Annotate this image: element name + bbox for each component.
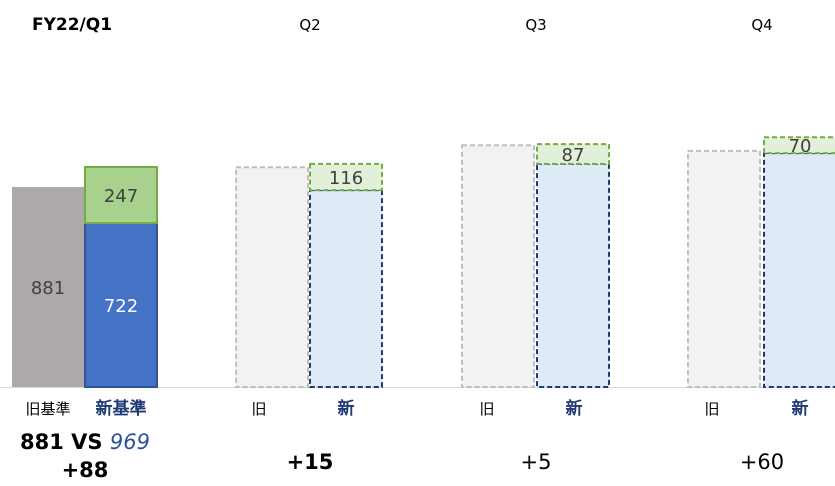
diff-label: +5 xyxy=(521,450,552,474)
data-label: 247 xyxy=(104,186,138,207)
bar-segment xyxy=(536,143,610,165)
bar-old-basis xyxy=(687,149,761,388)
group-title: Q3 xyxy=(525,16,546,34)
bar-segment xyxy=(536,162,610,388)
data-label: 70 xyxy=(789,136,812,157)
group-title: Q4 xyxy=(751,16,772,34)
bar-segment xyxy=(763,136,835,155)
category-label: 新基準 xyxy=(96,398,147,419)
category-label: 旧 xyxy=(251,400,266,418)
group-title: Q2 xyxy=(299,16,320,34)
bar-old-basis xyxy=(461,144,535,388)
comparison-text: 881 VS 969 xyxy=(20,430,150,454)
data-label: 881 xyxy=(31,278,65,299)
bar-segment xyxy=(309,162,383,192)
bar-segment xyxy=(84,222,158,388)
diff-label: +60 xyxy=(740,450,784,474)
category-label: 新 xyxy=(566,398,583,419)
category-label: 新 xyxy=(792,398,809,419)
category-label: 旧 xyxy=(704,400,719,418)
data-label: 722 xyxy=(104,296,138,317)
category-label: 旧 xyxy=(479,400,494,418)
bar-old-basis xyxy=(235,166,309,388)
bar-segment xyxy=(12,187,84,387)
data-label: 87 xyxy=(562,145,585,166)
category-label: 旧基準 xyxy=(25,400,70,418)
bar-segment xyxy=(763,152,835,388)
category-label: 新 xyxy=(338,398,355,419)
bar-segment xyxy=(309,189,383,388)
bar-segment xyxy=(84,166,158,225)
diff-label: +15 xyxy=(287,450,334,474)
diff-label: +88 xyxy=(62,458,109,482)
data-label: 116 xyxy=(329,168,363,189)
group-title: FY22/Q1 xyxy=(32,15,112,35)
